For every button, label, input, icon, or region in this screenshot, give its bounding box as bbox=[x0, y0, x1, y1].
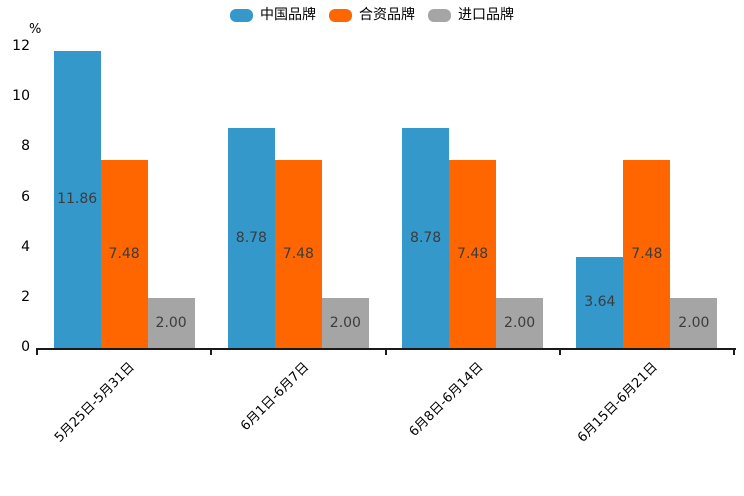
bar-value-label: 8.78 bbox=[410, 229, 442, 246]
legend-swatch-icon bbox=[230, 9, 253, 22]
bar-value-label: 2.00 bbox=[504, 314, 536, 331]
legend-swatch-icon bbox=[329, 9, 352, 22]
bar-中国品牌-6月15日-6月21日: 3.64 bbox=[576, 256, 624, 348]
bar-合资品牌-6月1日-6月7日: 7.48 bbox=[274, 160, 322, 348]
bar-中国品牌-5月25日-5月31日: 11.86 bbox=[53, 50, 101, 348]
bar-进口品牌-5月25日-5月31日: 2.00 bbox=[147, 297, 195, 348]
bar-进口品牌-6月8日-6月14日: 2.00 bbox=[496, 297, 544, 348]
legend-swatch-icon bbox=[428, 9, 451, 22]
y-axis-tick-label: 2 bbox=[21, 288, 30, 305]
x-axis-tick-mark bbox=[384, 350, 387, 355]
bar-value-label: 11.86 bbox=[57, 191, 98, 208]
y-axis-tick-label: 8 bbox=[21, 138, 30, 155]
x-axis-category-label: 5月25日-5月31日 bbox=[51, 359, 138, 446]
legend: 中国品牌 合资品牌 进口品牌 bbox=[0, 7, 744, 24]
x-axis-category-label: 6月15日-6月21日 bbox=[574, 359, 661, 446]
bar-进口品牌-6月1日-6月7日: 2.00 bbox=[321, 297, 369, 348]
bar-value-label: 8.78 bbox=[235, 229, 267, 246]
bar-value-label: 3.64 bbox=[584, 294, 616, 311]
bar-value-label: 2.00 bbox=[155, 314, 187, 331]
bar-value-label: 2.00 bbox=[329, 314, 361, 331]
y-axis-tick-label: 10 bbox=[12, 88, 30, 105]
legend-item-进口品牌[interactable]: 进口品牌 bbox=[428, 7, 514, 24]
legend-label: 合资品牌 bbox=[359, 7, 415, 23]
x-axis-line bbox=[36, 348, 736, 350]
bar-value-label: 7.48 bbox=[282, 246, 314, 263]
y-axis-tick-label: 0 bbox=[21, 339, 30, 355]
legend-label: 中国品牌 bbox=[260, 7, 316, 23]
x-axis-tick-mark bbox=[36, 350, 38, 355]
bar-进口品牌-6月15日-6月21日: 2.00 bbox=[670, 297, 718, 348]
x-axis-tick-mark bbox=[558, 350, 561, 355]
x-axis-category-label: 6月8日-6月14日 bbox=[406, 359, 487, 440]
x-axis-category-label: 6月1日-6月7日 bbox=[237, 359, 312, 434]
bar-中国品牌-6月8日-6月14日: 8.78 bbox=[402, 127, 450, 348]
bar-value-label: 2.00 bbox=[678, 314, 710, 331]
legend-label: 进口品牌 bbox=[458, 7, 514, 23]
bar-中国品牌-6月1日-6月7日: 8.78 bbox=[227, 127, 275, 348]
y-axis-unit-label: % bbox=[29, 22, 42, 37]
plot-area: 11.86 7.48 2.00 8.78 7.48 2.00 8.78 7.48 2.00 3.6… bbox=[37, 47, 734, 348]
legend-item-中国品牌[interactable]: 中国品牌 bbox=[230, 7, 316, 24]
bar-合资品牌-6月8日-6月14日: 7.48 bbox=[449, 160, 497, 348]
y-axis-tick-label: 6 bbox=[21, 188, 30, 205]
bar-合资品牌-6月15日-6月21日: 7.48 bbox=[623, 160, 671, 348]
y-axis-tick-label: 12 bbox=[12, 38, 30, 54]
x-axis-tick-mark bbox=[210, 350, 213, 355]
bar-value-label: 7.48 bbox=[457, 246, 489, 263]
legend-item-合资品牌[interactable]: 合资品牌 bbox=[329, 7, 415, 24]
bar-value-label: 7.48 bbox=[108, 246, 140, 263]
y-axis-tick-label: 4 bbox=[21, 238, 30, 255]
bar-合资品牌-5月25日-5月31日: 7.48 bbox=[100, 160, 148, 348]
x-axis-tick-mark bbox=[733, 350, 735, 355]
bar-value-label: 7.48 bbox=[631, 246, 663, 263]
